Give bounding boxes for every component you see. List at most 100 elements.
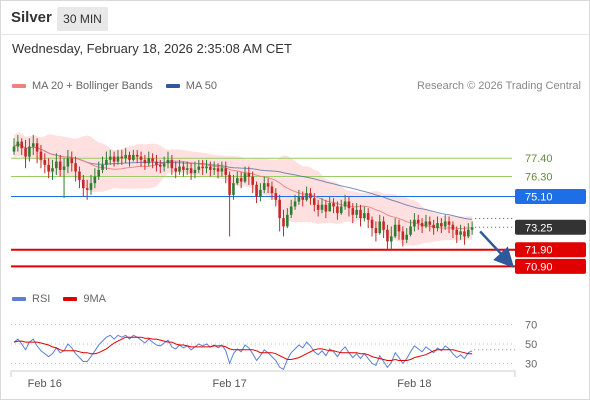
candle [382, 221, 385, 230]
candle [416, 219, 420, 224]
candle [255, 184, 258, 197]
candle [447, 221, 451, 225]
candle [224, 168, 228, 175]
candle [409, 226, 412, 235]
legend-ma9: 9MA [63, 293, 106, 305]
rsi-tick-70: 70 [525, 320, 537, 332]
candle [274, 193, 278, 200]
candle [297, 196, 301, 202]
candle [355, 209, 358, 215]
candle [39, 151, 43, 160]
candle [74, 163, 77, 172]
candle [320, 204, 324, 210]
candle [139, 156, 143, 160]
level-badge-3 [515, 242, 586, 258]
candle [97, 169, 100, 177]
candle [189, 168, 193, 174]
candle [440, 223, 443, 227]
candle [266, 183, 270, 187]
candle [182, 166, 185, 170]
timeframe-button[interactable]: 30 MIN [57, 7, 108, 31]
candle [436, 223, 439, 229]
candle [128, 154, 131, 160]
candle [228, 174, 231, 195]
candle [467, 229, 470, 237]
candle [270, 186, 274, 194]
candle [166, 159, 170, 164]
candle [78, 171, 81, 180]
candle [93, 176, 97, 184]
candle [424, 221, 428, 227]
ma9-swatch [63, 297, 78, 301]
candle [174, 168, 177, 172]
candle [220, 168, 224, 172]
candle [193, 169, 197, 174]
ma50-swatch [165, 84, 180, 88]
candle [155, 161, 158, 165]
ma50-line [13, 143, 473, 220]
candle [428, 221, 432, 225]
level-label-2: 75.10 [525, 191, 553, 203]
level-label-3: 71.90 [525, 245, 553, 257]
candle [197, 166, 201, 170]
candle [459, 231, 462, 235]
ma20-line [13, 143, 473, 230]
last-price-label: 73.25 [525, 222, 553, 234]
candle [16, 141, 20, 147]
candle [305, 193, 308, 200]
candle [420, 223, 424, 227]
candle [185, 168, 189, 170]
candle [259, 189, 262, 197]
candle [282, 218, 285, 227]
legend-bollinger-label: MA 20 + Bollinger Bands [32, 80, 153, 92]
candle [336, 206, 339, 214]
candle [116, 156, 120, 162]
candle [443, 221, 447, 227]
candle [58, 161, 62, 170]
x-tick-label-1: Feb 17 [212, 378, 246, 390]
candle [386, 229, 389, 242]
copyright-text: Research © 2026 Trading Central [416, 80, 581, 92]
ma9-line [13, 336, 473, 361]
candle [470, 227, 474, 230]
candle [132, 154, 135, 160]
candle [89, 183, 93, 190]
level-badge-2 [515, 188, 586, 204]
candle [178, 166, 181, 172]
candle [390, 236, 393, 242]
level-label-0: 77.40 [525, 153, 553, 165]
candle [105, 159, 108, 165]
candle [243, 173, 247, 182]
candle [143, 159, 147, 164]
candle [413, 219, 416, 227]
candle [101, 164, 104, 170]
candle [62, 166, 66, 170]
candle [278, 199, 281, 219]
candle [359, 209, 362, 219]
candle [31, 143, 35, 147]
last-price-badge [515, 219, 586, 235]
candle [162, 163, 166, 167]
candle [66, 158, 70, 167]
bollinger-swatch [12, 84, 26, 88]
candle [205, 166, 208, 169]
candle [363, 213, 366, 219]
level-label-1: 76.30 [525, 172, 553, 184]
candle [262, 183, 266, 190]
candle [374, 228, 378, 234]
candle [70, 158, 74, 164]
price-legend: MA 20 + Bollinger Bands MA 50 [12, 80, 230, 92]
candle [12, 146, 16, 152]
candle [135, 154, 139, 157]
rsi-swatch [12, 297, 26, 301]
candle [212, 168, 216, 170]
candle [35, 143, 39, 152]
candle [170, 159, 174, 169]
candle [293, 201, 297, 207]
candle [301, 196, 305, 200]
candle [82, 179, 85, 189]
candle [108, 156, 112, 160]
candle [236, 178, 239, 184]
candle [351, 208, 355, 215]
